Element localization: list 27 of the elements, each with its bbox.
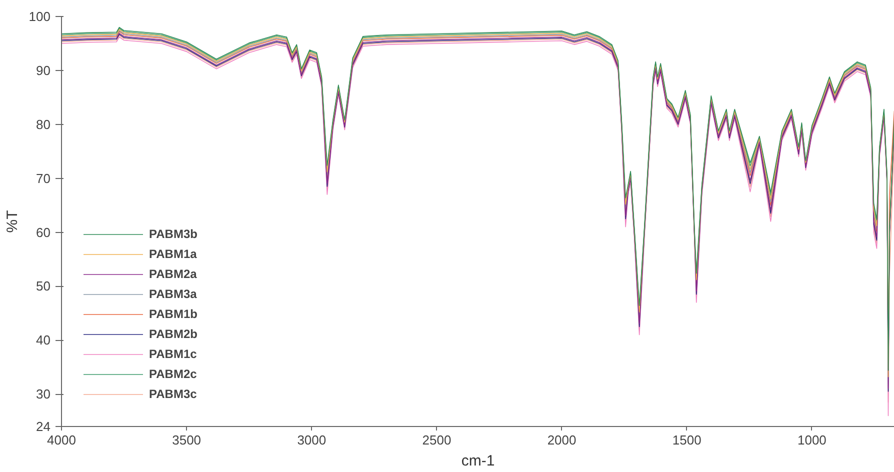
legend-label: PABM2a bbox=[149, 267, 197, 281]
x-tick-label: 3500 bbox=[172, 432, 202, 448]
legend-label: PABM1a bbox=[149, 247, 197, 261]
legend-label: PABM3c bbox=[149, 387, 197, 401]
legend-label: PABM3b bbox=[149, 227, 198, 241]
x-tick-label: 2000 bbox=[547, 432, 576, 448]
y-tick-label: 100 bbox=[28, 9, 51, 24]
legend-label: PABM2c bbox=[149, 367, 197, 381]
legend-label: PABM2b bbox=[149, 327, 198, 341]
legend-label: PABM3a bbox=[149, 287, 197, 301]
y-tick-label: 50 bbox=[36, 278, 51, 294]
y-tick-label: 70 bbox=[36, 170, 51, 186]
x-axis-title: cm-1 bbox=[461, 452, 495, 470]
y-tick-label: 40 bbox=[36, 332, 51, 348]
x-tick-label: 1000 bbox=[797, 432, 826, 448]
y-tick-label: 90 bbox=[36, 62, 51, 78]
y-tick-label: 30 bbox=[36, 386, 51, 402]
x-tick-label: 2500 bbox=[422, 432, 452, 448]
y-axis-title: %T bbox=[4, 210, 21, 233]
legend-label: PABM1b bbox=[149, 307, 198, 321]
y-tick-label: 24 bbox=[36, 419, 51, 434]
y-tick-label: 60 bbox=[36, 224, 51, 240]
y-tick-label: 80 bbox=[36, 116, 51, 132]
x-tick-label: 3000 bbox=[297, 432, 326, 448]
x-tick-label: 1500 bbox=[672, 432, 702, 448]
x-tick-label: 4000 bbox=[47, 432, 76, 448]
legend-label: PABM1c bbox=[149, 347, 197, 361]
